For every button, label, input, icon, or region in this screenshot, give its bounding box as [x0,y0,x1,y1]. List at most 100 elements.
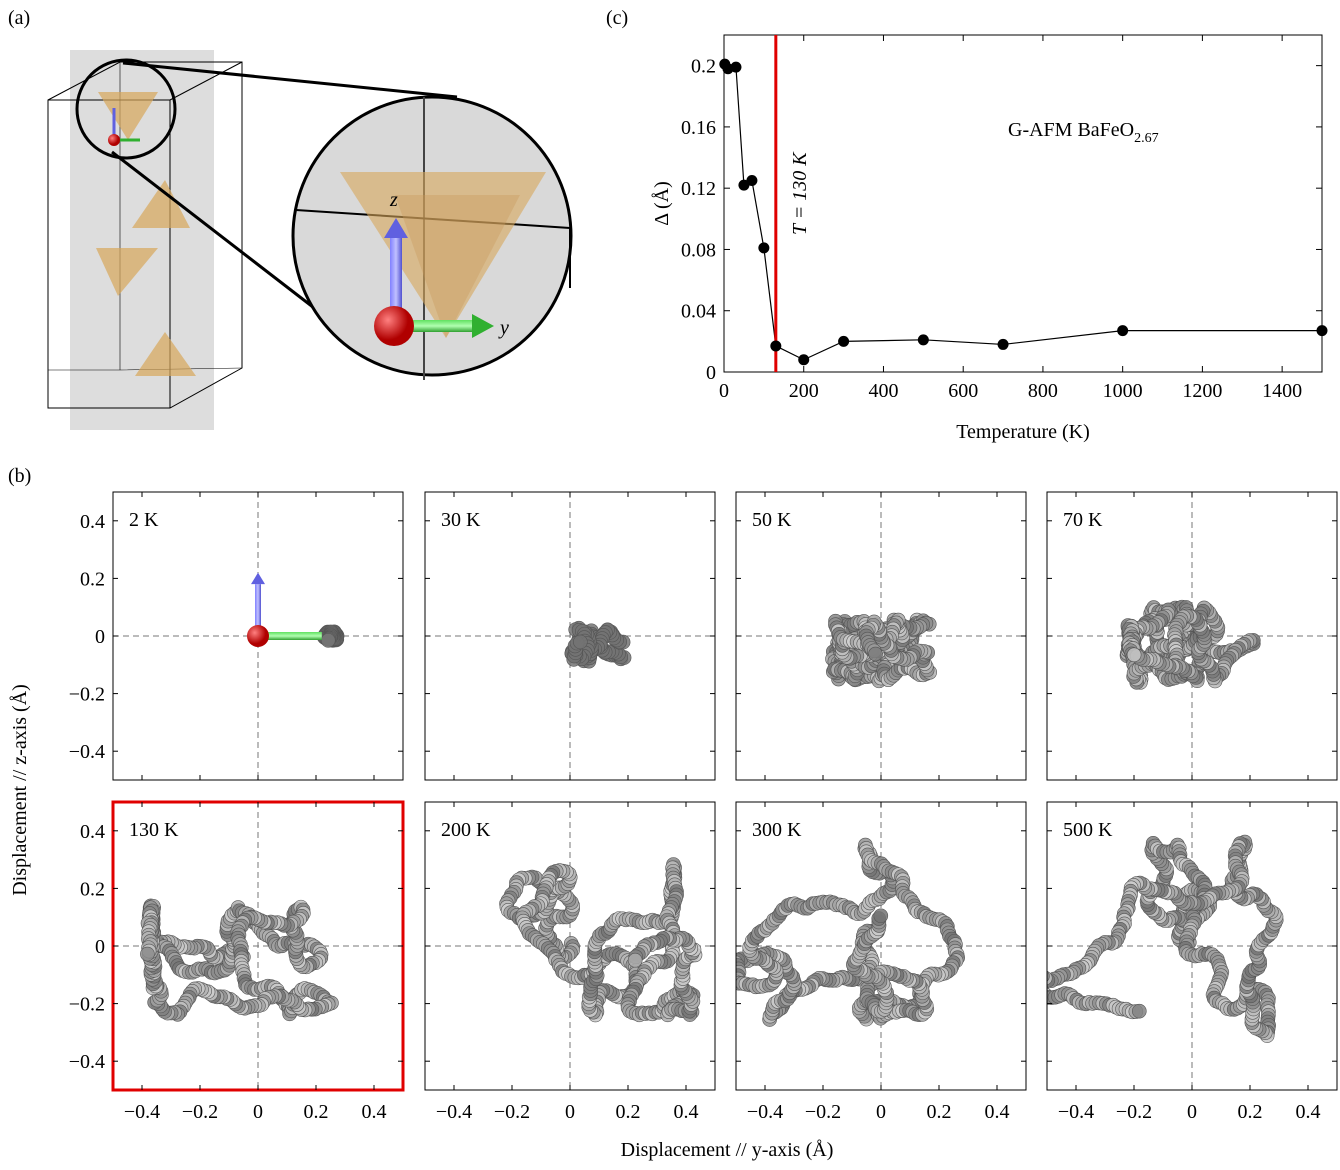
inset-axis-label: z [389,189,398,211]
trajectory-bead [140,947,154,961]
trajectory-bead [628,953,642,967]
y-tick-label: 0.08 [681,239,716,261]
y-tick-label: 0.2 [80,568,105,590]
figure: (a) (b) (c) z y 020040060080010001200140… [0,0,1340,1165]
y-tick-label: −0.2 [69,994,105,1016]
trajectory-bead [1030,977,1044,991]
x-tick-label: −0.2 [1116,1101,1152,1123]
x-tick-label: 0.2 [1238,1101,1263,1123]
x-tick-label: 0 [719,380,729,402]
x-tick-label: 1000 [1103,380,1143,402]
x-tick-label: 0.4 [985,1101,1010,1123]
trajectory-bead [1023,970,1037,984]
y-tick-label: 0.16 [681,117,716,139]
trajectory-bead [1038,971,1052,985]
y-tick-label: 0.12 [681,178,716,200]
y-tick-label: 0 [95,626,105,648]
origin-ball [247,625,269,647]
subplot-title: 500 K [1063,819,1113,841]
trajectory-cloud [425,492,715,780]
trajectory-cloud [736,492,1026,780]
subplot-title: 70 K [1063,509,1103,531]
trajectory-bead [1029,967,1043,981]
data-point [730,62,741,73]
x-tick-label: 1200 [1182,380,1222,402]
data-point [918,334,929,345]
x-tick-label: 0.2 [304,1101,329,1123]
trajectory-cloud [729,802,1026,1090]
x-axis-label: Displacement // y-axis (Å) [621,1139,834,1161]
annotation: G-AFM BaFeO2.67 [1008,119,1159,146]
subplot-title: 130 K [129,819,179,841]
x-tick-label: −0.4 [124,1101,160,1123]
x-tick-label: −0.4 [747,1101,783,1123]
data-point [838,336,849,347]
x-tick-label: 600 [948,380,978,402]
x-tick-label: 0.4 [1296,1101,1321,1123]
threshold-label: T = 130 K [789,151,811,235]
data-point [1317,325,1328,336]
x-tick-label: 0 [1187,1101,1197,1123]
y-tick-label: −0.2 [69,684,105,706]
y-tick-label: 0 [706,362,716,384]
x-tick-label: 0 [253,1101,263,1123]
x-tick-label: −0.2 [182,1101,218,1123]
x-tick-label: 0.2 [616,1101,641,1123]
y-tick-label: −0.4 [69,1051,105,1073]
annotation-subscript: 2.67 [1134,131,1159,146]
subplot-title: 30 K [441,509,481,531]
x-tick-label: −0.4 [1058,1101,1094,1123]
page: (a) (b) (c) z y 020040060080010001200140… [0,0,1340,1170]
trajectory-bead [869,647,883,661]
data-point [1117,325,1128,336]
trajectory-bead [321,633,335,647]
x-tick-label: 1400 [1262,380,1302,402]
y-tick-label: 0.2 [80,878,105,900]
x-tick-label: 0 [565,1101,575,1123]
annotation-text: G-AFM BaFeO [1008,119,1134,141]
y-axis-label: Displacement // z-axis (Å) [9,684,31,896]
x-tick-label: 800 [1028,380,1058,402]
trajectory-bead [1132,1004,1146,1018]
x-tick-label: 0 [876,1101,886,1123]
x-tick-label: 400 [868,380,898,402]
panel-label: (a) [8,7,30,29]
plot-frame [724,35,1322,372]
x-tick-label: −0.2 [494,1101,530,1123]
trajectory-bead [1032,980,1046,994]
trajectory-bead [1032,967,1046,981]
data-point [746,175,757,186]
data-point [998,339,1009,350]
x-tick-label: −0.4 [436,1101,472,1123]
y-tick-label: 0.4 [80,511,105,533]
data-point [798,354,809,365]
data-point [770,340,781,351]
trajectory-bead [1028,974,1042,988]
trajectory-cloud [113,802,403,1090]
trajectory-bead [1127,648,1141,662]
x-tick-label: 0.2 [927,1101,952,1123]
trajectory-bead [874,909,888,923]
axis-arrow [251,573,265,585]
panel-label: (b) [8,465,31,487]
data-point [758,242,769,253]
trajectory-cloud [425,802,715,1090]
y-axis-label: Δ (Å) [651,181,673,226]
x-tick-label: 0.4 [674,1101,699,1123]
y-tick-label: −0.4 [69,741,105,763]
y-tick-label: 0.4 [80,821,105,843]
y-tick-label: 0 [95,936,105,958]
x-tick-label: −0.2 [805,1101,841,1123]
trajectory-cloud [1023,802,1337,1090]
y-tick-label: 0.04 [681,301,716,323]
trajectory-bead [1034,983,1048,997]
subplot-title: 300 K [752,819,802,841]
trajectory-bead [1026,972,1040,986]
trajectory-bead [1026,968,1040,982]
trajectory-bead [573,635,587,649]
x-axis-label: Temperature (K) [956,421,1090,443]
inset-axis-label: y [498,317,509,339]
x-tick-label: 0.4 [362,1101,387,1123]
subplot-title: 2 K [129,509,159,531]
x-tick-label: 200 [789,380,819,402]
